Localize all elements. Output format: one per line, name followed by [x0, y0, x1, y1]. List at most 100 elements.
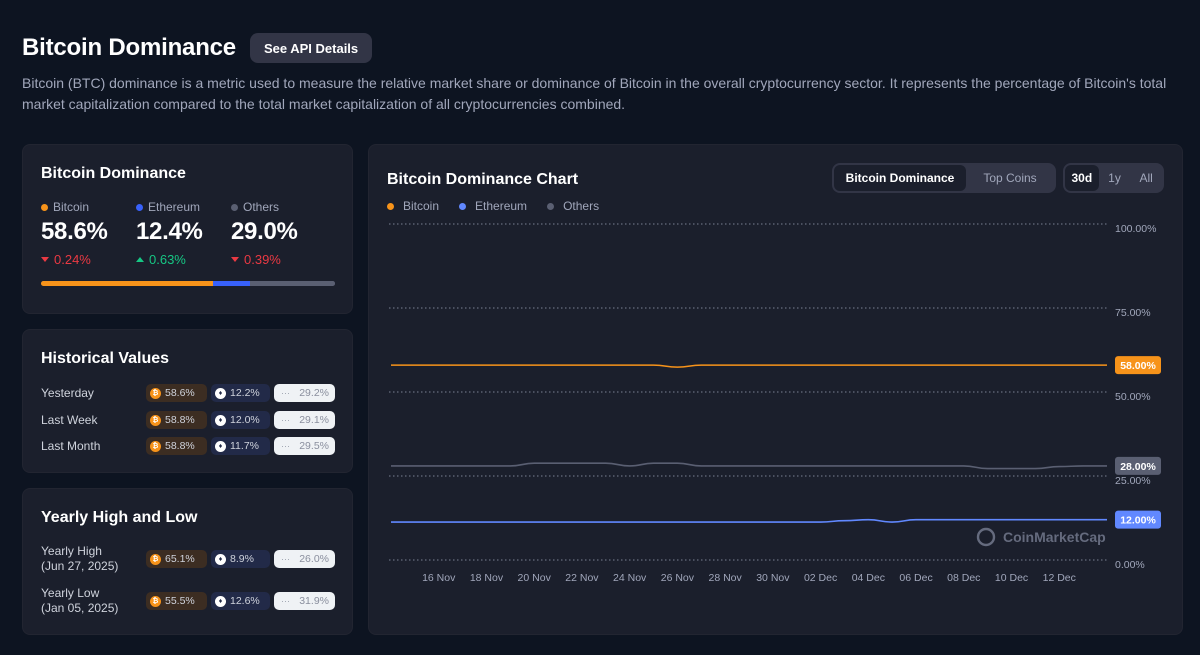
historical-values-title: Historical Values: [41, 350, 170, 367]
tab-bitcoin-dominance[interactable]: Bitcoin Dominance: [834, 165, 966, 191]
dominance-ethereum-label: Ethereum: [148, 200, 201, 214]
others-pill: ··· 31.9%: [274, 592, 335, 610]
x-tick-label: 22 Nov: [565, 572, 599, 584]
share-bar-others: [249, 281, 335, 286]
dominance-bitcoin-value: 58.6%: [41, 218, 108, 245]
ellipsis-icon: ···: [281, 388, 290, 398]
legend-bitcoin[interactable]: Bitcoin: [387, 199, 439, 213]
btc-pill: ₿ 55.5%: [146, 592, 207, 610]
ethereum-icon: ♦: [215, 553, 226, 565]
yearly-high-low-card: Yearly High and Low Yearly High (Jun 27, …: [22, 488, 353, 635]
yearly-row: Yearly Low (Jan 05, 2025) ₿ 55.5% ♦ 12.6% ·…: [41, 585, 335, 617]
range-30d[interactable]: 30d: [1065, 165, 1099, 191]
historical-row-label: Last Week: [41, 412, 98, 427]
y-tick-label: 25.00%: [1115, 475, 1151, 487]
bitcoin-dot-icon: [387, 202, 394, 210]
y-tick-label: 0.00%: [1115, 559, 1145, 571]
yearly-high-date: (Jun 27, 2025): [41, 559, 119, 573]
range-1y[interactable]: 1y: [1108, 171, 1121, 185]
dominance-ethereum: Ethereum 12.4% 0.63%: [136, 200, 231, 267]
bitcoin-icon: ₿: [150, 553, 161, 565]
share-bar-bitcoin: [41, 281, 214, 286]
ellipsis-icon: ···: [281, 441, 290, 451]
historical-row: Last Month ₿ 58.8% ♦ 11.7% ··· 29.5%: [41, 436, 335, 456]
watermark-text: CoinMarketCap: [1003, 529, 1106, 545]
bitcoin-icon: ₿: [150, 414, 161, 426]
btc-value: 65.1%: [165, 553, 195, 565]
others-dot-icon: [231, 203, 238, 211]
others-pill: ··· 29.2%: [274, 384, 335, 402]
yearly-low-date: (Jan 05, 2025): [41, 601, 119, 615]
legend-ethereum[interactable]: Ethereum: [459, 199, 527, 213]
eth-value: 12.2%: [230, 387, 260, 399]
chart-legend: Bitcoin Ethereum Others: [387, 199, 599, 213]
others-pill: ··· 29.5%: [274, 437, 335, 455]
historical-row: Yesterday ₿ 58.6% ♦ 12.2% ··· 29.2%: [41, 383, 335, 403]
dominance-others: Others 29.0% 0.39%: [231, 200, 321, 267]
coinmarketcap-watermark: CoinMarketCap: [976, 527, 1106, 547]
bitcoin-icon: ₿: [150, 440, 161, 452]
btc-value: 58.8%: [165, 440, 195, 452]
btc-value: 55.5%: [165, 595, 195, 607]
page-title: Bitcoin Dominance: [22, 34, 236, 61]
caret-up-icon: [136, 257, 144, 262]
dominance-bitcoin: Bitcoin 58.6% 0.24%: [41, 200, 136, 267]
chart-range-toggle: 30d 1y All: [1063, 163, 1164, 193]
others-value-badge: [1115, 456, 1161, 475]
ethereum-value-badge-text: 12.00%: [1120, 515, 1156, 527]
bitcoin-value-badge-text: 58.00%: [1120, 360, 1156, 372]
x-tick-label: 30 Nov: [756, 572, 790, 584]
historical-row-label: Yesterday: [41, 385, 94, 400]
x-tick-label: 26 Nov: [661, 572, 695, 584]
see-api-details-button[interactable]: See API Details: [249, 33, 373, 63]
others-pill: ··· 26.0%: [274, 550, 335, 568]
eth-value: 12.6%: [230, 595, 260, 607]
x-tick-label: 10 Dec: [995, 572, 1028, 584]
eth-pill: ♦ 12.2%: [211, 384, 270, 402]
btc-value: 58.8%: [165, 414, 195, 426]
page-description: Bitcoin (BTC) dominance is a metric used…: [22, 75, 1167, 112]
dominance-bitcoin-label: Bitcoin: [53, 200, 90, 214]
x-tick-label: 24 Nov: [613, 572, 647, 584]
share-bar-ethereum: [213, 281, 250, 286]
ellipsis-icon: ···: [281, 596, 290, 606]
page-header: Bitcoin Dominance See API Details: [22, 33, 373, 63]
others-value: 29.5%: [299, 440, 329, 452]
eth-pill: ♦ 8.9%: [211, 550, 270, 568]
range-all[interactable]: All: [1139, 171, 1153, 185]
others-pill: ··· 29.1%: [274, 411, 335, 429]
yearly-high-label: Yearly High: [41, 544, 102, 558]
bitcoin-dot-icon: [41, 203, 48, 211]
y-tick-label: 75.00%: [1115, 307, 1151, 319]
dominance-ethereum-change: 0.63%: [149, 252, 186, 267]
yearly-row-label: Yearly High (Jun 27, 2025): [41, 544, 146, 574]
x-tick-label: 08 Dec: [947, 572, 980, 584]
tab-top-coins[interactable]: Top Coins: [983, 171, 1037, 185]
ethereum-icon: ♦: [215, 414, 226, 426]
bitcoin-series-line: [390, 364, 1108, 368]
ethereum-dot-icon: [136, 203, 143, 211]
btc-pill: ₿ 58.8%: [146, 437, 207, 455]
yearly-high-low-title: Yearly High and Low: [41, 509, 198, 526]
others-value: 29.1%: [299, 414, 329, 426]
dominance-others-value: 29.0%: [231, 218, 298, 245]
yearly-low-label: Yearly Low: [41, 586, 100, 600]
chart-title: Bitcoin Dominance Chart: [387, 171, 579, 188]
ethereum-icon: ♦: [215, 440, 226, 452]
eth-value: 11.7%: [230, 440, 259, 452]
legend-others-label: Others: [563, 199, 600, 213]
caret-down-icon: [41, 257, 49, 262]
x-tick-label: 02 Dec: [804, 572, 837, 584]
yearly-row: Yearly High (Jun 27, 2025) ₿ 65.1% ♦ 8.9% ·…: [41, 543, 335, 575]
chart-type-toggle: Bitcoin Dominance Top Coins: [832, 163, 1056, 193]
x-tick-label: 12 Dec: [1043, 572, 1076, 584]
y-tick-label: 50.00%: [1115, 391, 1151, 403]
eth-pill: ♦ 11.7%: [211, 437, 270, 455]
dominance-card: Bitcoin Dominance Bitcoin 58.6% 0.24% Et…: [22, 144, 353, 314]
legend-others[interactable]: Others: [547, 199, 599, 213]
btc-value: 58.6%: [165, 387, 195, 399]
bitcoin-value-badge: [1115, 356, 1161, 375]
x-tick-label: 28 Nov: [708, 572, 742, 584]
dominance-chart[interactable]: 100.00% 75.00% 50.00% 25.00% 0.00% 16 Nov 18 N…: [369, 145, 1184, 636]
others-value: 31.9%: [299, 595, 329, 607]
